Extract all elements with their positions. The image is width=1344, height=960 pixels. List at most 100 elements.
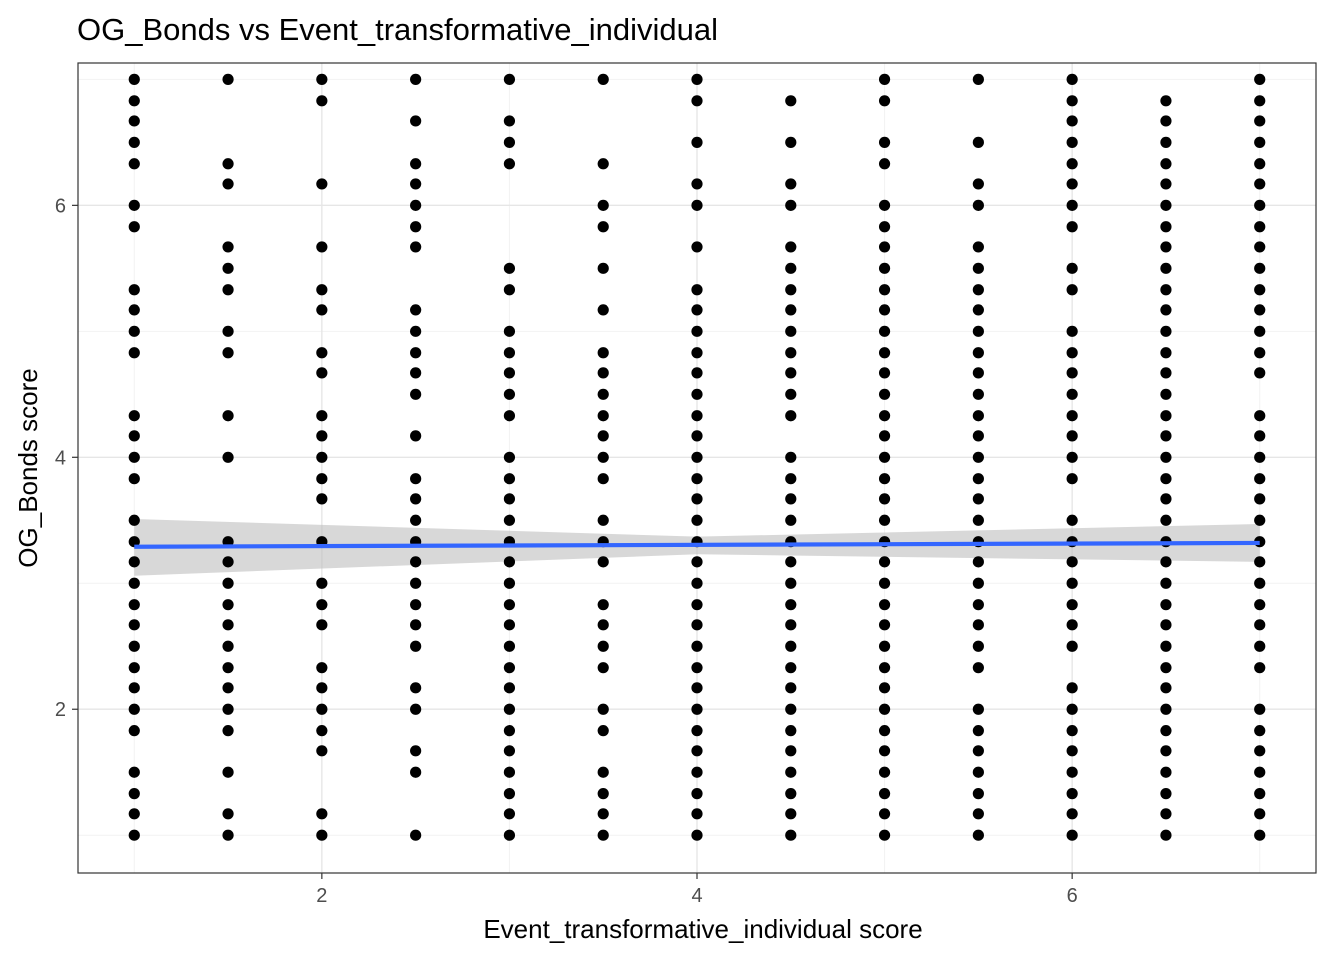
data-point [222,703,234,715]
data-point [785,388,797,400]
data-point [410,703,422,715]
data-point [597,430,609,442]
data-point [1066,473,1078,485]
data-point [785,410,797,422]
data-point [785,640,797,652]
data-point [691,493,703,505]
data-point [410,73,422,85]
data-point [410,115,422,127]
data-point [1254,473,1266,485]
data-point [878,241,891,253]
data-point [691,703,703,715]
data-point [410,199,422,211]
data-point [410,829,422,841]
data-point [128,536,140,548]
data-point [597,262,609,274]
data-point [972,430,984,442]
data-point [503,473,516,485]
data-point [597,367,609,379]
data-point [785,199,797,211]
data-point [972,262,984,274]
data-point [316,745,328,757]
data-point [785,725,797,737]
data-point [1254,95,1266,107]
data-point [597,599,609,611]
data-point [878,556,891,568]
data-point [878,199,891,211]
data-point [972,388,984,400]
data-point [597,451,609,463]
data-point [1066,325,1078,337]
data-point [972,325,984,337]
data-point [410,304,422,316]
data-point [128,473,140,485]
data-point [972,808,984,820]
data-point [1066,73,1078,85]
data-point [878,158,891,170]
data-point [222,158,234,170]
data-point [972,766,984,778]
data-point [1160,284,1172,296]
data-point [503,682,516,694]
data-point [128,73,140,85]
data-point [691,556,703,568]
data-point [503,73,516,85]
data-point [1160,262,1172,274]
data-point [503,158,516,170]
data-point [1160,451,1172,463]
data-point [316,367,328,379]
data-point [1066,178,1078,190]
data-point [1066,725,1078,737]
data-point [1066,703,1078,715]
data-point [1254,577,1266,589]
y-tick-label: 6 [55,195,66,217]
data-point [222,725,234,737]
data-point [691,367,703,379]
data-point [691,325,703,337]
data-point [878,284,891,296]
data-point [597,766,609,778]
data-point [128,662,140,674]
data-point [316,493,328,505]
data-point [1160,95,1172,107]
data-point [410,388,422,400]
data-point [222,640,234,652]
data-point [691,619,703,631]
y-axis-ticks: 2 4 6 [55,195,78,721]
data-point [691,73,703,85]
data-point [1066,221,1078,233]
data-point [222,619,234,631]
data-point [503,493,516,505]
x-tick-label: 4 [691,885,702,907]
data-point [785,829,797,841]
data-point [785,262,797,274]
data-point [410,473,422,485]
data-point [128,430,140,442]
data-point [785,451,797,463]
data-point [128,788,140,800]
data-point [1160,158,1172,170]
data-point [128,325,140,337]
data-point [1160,347,1172,359]
data-point [503,745,516,757]
data-point [691,304,703,316]
data-point [691,410,703,422]
data-point [972,829,984,841]
data-point [503,514,516,526]
data-point [878,640,891,652]
data-point [1066,284,1078,296]
data-point [503,599,516,611]
data-point [691,284,703,296]
data-point [691,136,703,148]
data-point [691,241,703,253]
data-point [972,367,984,379]
data-point [128,347,140,359]
data-point [1254,788,1266,800]
data-point [691,829,703,841]
data-point [972,619,984,631]
data-point [691,430,703,442]
data-point [597,158,609,170]
data-point [1066,808,1078,820]
data-point [316,304,328,316]
data-point [410,745,422,757]
